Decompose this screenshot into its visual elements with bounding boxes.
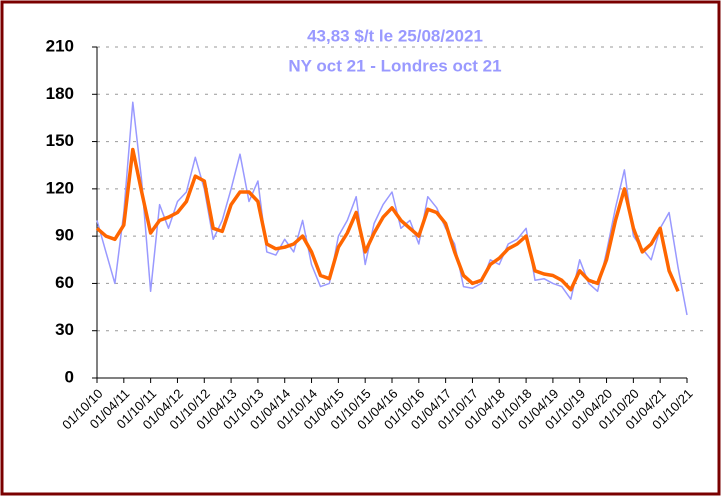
- y-tick-label: 30: [55, 320, 74, 339]
- y-tick-label: 210: [46, 36, 74, 55]
- y-tick-label: 150: [46, 131, 74, 150]
- y-tick-label: 0: [65, 367, 74, 386]
- data-line: [95, 147, 680, 293]
- data-line: [96, 101, 688, 316]
- y-tick-label: 90: [55, 226, 74, 245]
- chart-subtitle: NY oct 21 - Londres oct 21: [288, 56, 501, 75]
- chart-title: 43,83 $/t le 25/08/2021: [307, 26, 483, 45]
- y-tick-label: 120: [46, 178, 74, 197]
- y-tick-label: 180: [46, 84, 74, 103]
- y-tick-label: 60: [55, 273, 74, 292]
